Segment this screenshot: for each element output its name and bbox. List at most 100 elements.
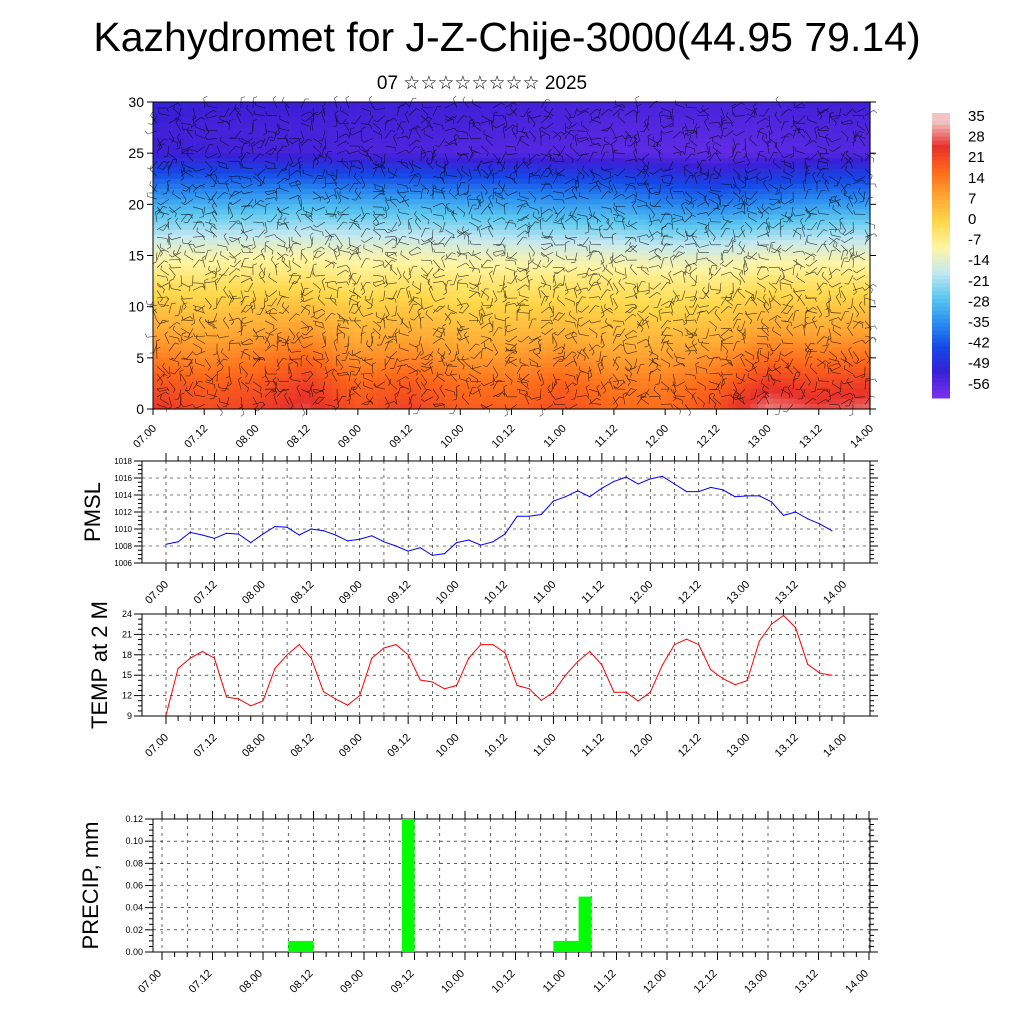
heatmap-cell [855, 204, 864, 211]
heatmap-cell [533, 209, 542, 216]
heatmap-cell [167, 316, 177, 323]
heatmap-cell [586, 327, 595, 333]
heatmap-cell [175, 163, 184, 170]
heatmap-cell [474, 235, 483, 241]
heatmap-cell [795, 286, 804, 292]
heatmap-cell [765, 153, 774, 159]
heatmap-cell [802, 260, 811, 267]
heatmap-cell [571, 204, 580, 211]
heatmap-cell [772, 281, 781, 287]
heatmap-cell [735, 352, 744, 359]
heatmap-cell [720, 245, 729, 251]
heatmap-cell [660, 199, 669, 205]
heatmap-cell [167, 122, 177, 129]
heatmap-cell [825, 229, 834, 236]
heatmap-cell [421, 199, 430, 205]
heatmap-cell [705, 127, 714, 134]
heatmap-cell [668, 153, 677, 159]
heatmap-cell [436, 107, 445, 113]
heatmap-cell [728, 148, 737, 154]
heatmap-cell [220, 142, 229, 149]
heatmap-cell [526, 102, 535, 108]
heatmap-cell [205, 357, 214, 364]
heatmap-cell [772, 311, 781, 318]
heatmap-cell [586, 112, 595, 118]
heatmap-cell [787, 163, 796, 170]
heatmap-cell [167, 219, 177, 226]
heatmap-cell [279, 209, 289, 216]
heatmap-cell [772, 183, 781, 190]
heatmap-cell [212, 281, 221, 287]
heatmap-cell [414, 281, 423, 287]
heatmap-cell [197, 240, 206, 246]
heatmap-cell [668, 240, 677, 246]
heatmap-cell [287, 102, 296, 108]
heatmap-cell [787, 322, 796, 328]
heatmap-cell [765, 301, 774, 308]
heatmap-cell [182, 281, 191, 287]
heatmap-cell [279, 265, 289, 272]
heatmap-cell [616, 270, 625, 277]
heatmap-cell [840, 250, 849, 257]
heatmap-cell [504, 229, 513, 236]
heatmap-cell [653, 311, 662, 318]
heatmap-cell [369, 122, 378, 129]
heatmap-cell [593, 112, 602, 118]
heatmap-cell [541, 122, 550, 129]
heatmap-cell [653, 342, 662, 349]
heatmap-cell [377, 240, 386, 246]
heatmap-cell [518, 178, 528, 185]
heatmap-cell [250, 158, 259, 164]
heatmap-cell [608, 316, 617, 323]
heatmap-cell [847, 296, 856, 303]
heatmap-cell [802, 127, 811, 134]
heatmap-cell [377, 347, 386, 354]
heatmap-cell [414, 275, 423, 282]
heatmap-cell [205, 158, 214, 164]
heatmap-cell [175, 178, 184, 185]
heatmap-cell [481, 102, 490, 108]
heatmap-cell [481, 265, 490, 272]
heatmap-cell [810, 352, 819, 359]
heatmap-cell [668, 199, 677, 205]
heatmap-cell [354, 245, 363, 251]
heatmap-cell [862, 316, 871, 323]
heatmap-cell [220, 255, 229, 262]
heatmap-cell [787, 337, 796, 344]
heatmap-cell [765, 270, 774, 277]
heatmap-cell [825, 260, 834, 267]
heatmap-cell [713, 265, 722, 272]
heatmap-cell [526, 337, 535, 344]
heatmap-cell [563, 137, 572, 144]
heatmap-cell [227, 357, 236, 364]
heatmap-cell [668, 275, 677, 282]
heatmap-cell [526, 194, 535, 200]
heatmap-cell [279, 322, 289, 328]
heatmap-cell [720, 122, 729, 129]
heatmap-cell [272, 357, 281, 364]
heatmap-cell [205, 235, 214, 241]
heatmap-cell [750, 260, 759, 267]
heatmap-cell [459, 347, 468, 354]
heatmap-cell [757, 219, 767, 226]
heatmap-cell [511, 214, 520, 221]
heatmap-cell [317, 235, 326, 241]
heatmap-cell [377, 168, 386, 175]
heatmap-cell [518, 132, 528, 139]
heatmap-cell [780, 137, 789, 144]
heatmap-cell [175, 229, 184, 236]
heatmap-cell [862, 332, 871, 338]
heatmap-cell [227, 163, 236, 170]
heatmap-cell [780, 357, 789, 364]
heatmap-cell [593, 250, 602, 257]
heatmap-cell [601, 255, 610, 262]
heatmap-cell [414, 296, 423, 303]
heatmap-cell [399, 178, 408, 185]
heatmap-cell [705, 265, 714, 272]
heatmap-cell [683, 214, 692, 221]
heatmap-cell [444, 229, 453, 236]
heatmap-cell [257, 301, 266, 308]
heatmap-cell [855, 122, 864, 129]
heatmap-cell [728, 188, 737, 195]
heatmap-cell [862, 183, 871, 190]
